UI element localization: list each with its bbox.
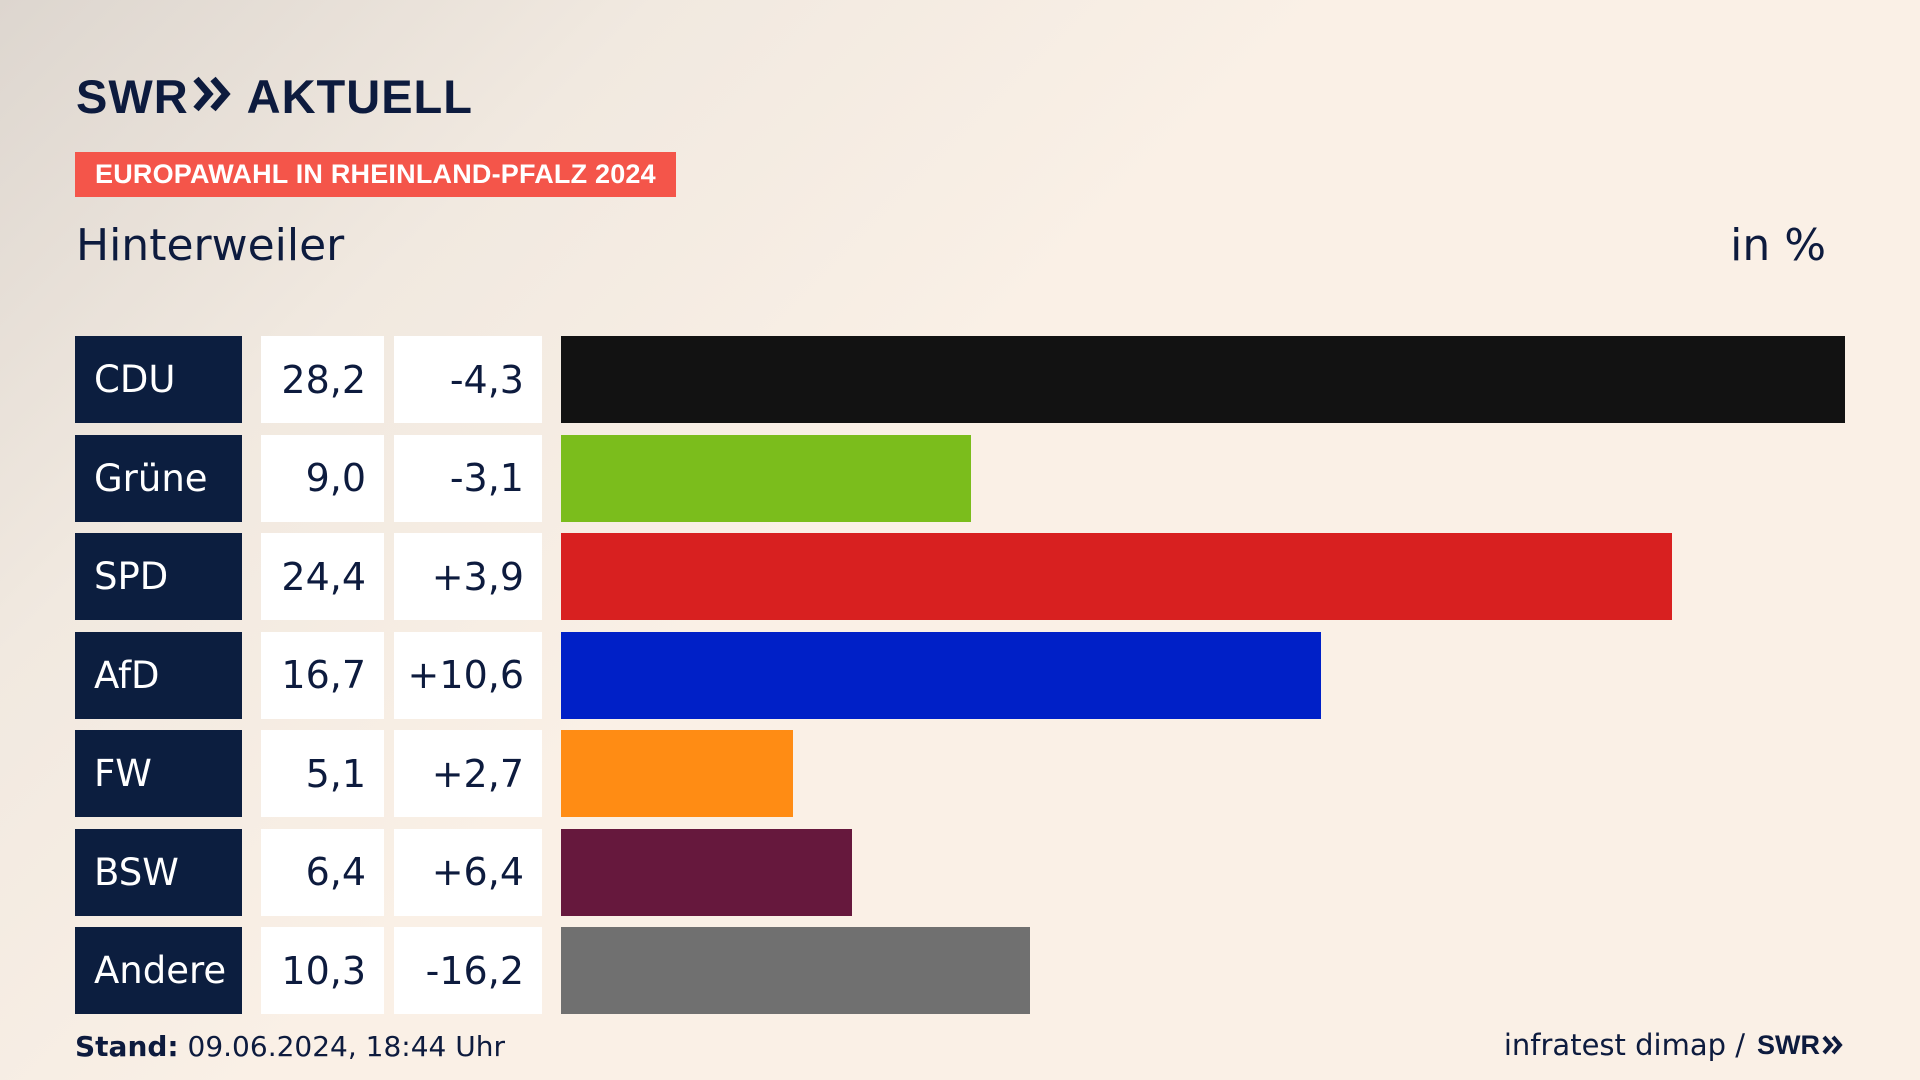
vote-share-value: 5,1 <box>261 730 384 817</box>
party-label: SPD <box>75 533 242 620</box>
vote-share-change: -16,2 <box>394 927 542 1014</box>
result-row: AfD 16,7 +10,6 <box>75 631 1845 719</box>
double-chevron-right-icon <box>193 76 233 116</box>
stand-value: 09.06.2024, 18:44 Uhr <box>187 1030 505 1063</box>
timestamp: Stand: 09.06.2024, 18:44 Uhr <box>75 1030 505 1063</box>
result-row: CDU 28,2 -4,3 <box>75 336 1845 423</box>
result-row: Andere 10,3 -16,2 <box>75 927 1845 1014</box>
location-title: Hinterweiler <box>76 220 345 271</box>
vote-share-value: 24,4 <box>261 533 384 620</box>
election-banner: EUROPAWAHL IN RHEINLAND-PFALZ 2024 <box>75 152 676 197</box>
source-brand: SWR <box>1757 1029 1820 1060</box>
party-label: Andere <box>75 927 242 1014</box>
result-bar <box>561 336 1845 423</box>
logo-swr-text: SWR <box>76 69 189 123</box>
result-row: Grüne 9,0 -3,1 <box>75 434 1845 522</box>
vote-share-change: +6,4 <box>394 828 542 916</box>
vote-share-value: 6,4 <box>261 828 384 916</box>
vote-share-value: 16,7 <box>261 631 384 719</box>
result-bar <box>561 533 1672 620</box>
swr-aktuell-logo: SWR AKTUELL <box>76 66 473 126</box>
source-text: infratest dimap / <box>1503 1028 1745 1062</box>
party-label: BSW <box>75 828 242 916</box>
result-bar <box>561 927 1030 1014</box>
result-row: BSW 6,4 +6,4 <box>75 828 1845 916</box>
logo-aktuell-text: AKTUELL <box>246 69 473 123</box>
stand-label: Stand: <box>75 1030 179 1063</box>
party-label: AfD <box>75 631 242 719</box>
vote-share-value: 9,0 <box>261 434 384 522</box>
result-row: FW 5,1 +2,7 <box>75 730 1845 817</box>
result-bar <box>561 730 793 817</box>
source-credit: infratest dimap / SWR <box>1504 1028 1844 1062</box>
vote-share-change: +2,7 <box>394 730 542 817</box>
double-chevron-right-icon <box>1822 1028 1844 1062</box>
party-label: FW <box>75 730 242 817</box>
vote-share-change: +3,9 <box>394 533 542 620</box>
vote-share-value: 28,2 <box>261 336 384 423</box>
result-bar <box>561 828 852 916</box>
result-bar <box>561 631 1321 719</box>
unit-label: in % <box>1730 220 1826 271</box>
result-row: SPD 24,4 +3,9 <box>75 533 1845 620</box>
vote-share-change: +10,6 <box>394 631 542 719</box>
party-label: CDU <box>75 336 242 423</box>
result-bar <box>561 434 971 522</box>
vote-share-value: 10,3 <box>261 927 384 1014</box>
vote-share-change: -4,3 <box>394 336 542 423</box>
vote-share-change: -3,1 <box>394 434 542 522</box>
party-label: Grüne <box>75 434 242 522</box>
